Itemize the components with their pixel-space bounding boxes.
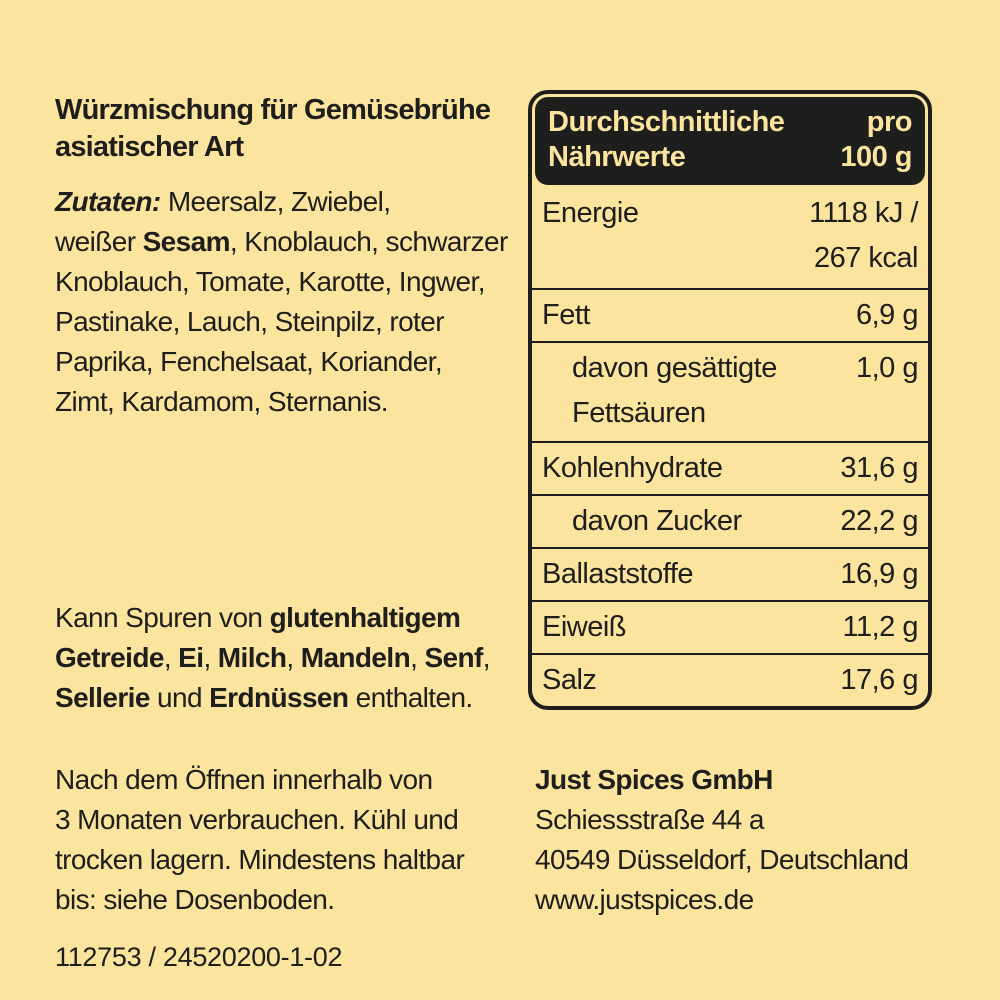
nutrition-row: davon Zucker 22,2 g: [532, 494, 928, 547]
nutrition-row: Salz 17,6 g: [532, 653, 928, 706]
nutrient-label: Kohlenhydrate: [542, 452, 723, 484]
product-title-line1: Würzmischung für Gemüsebrühe: [55, 94, 491, 126]
nutrient-value: 11,2 g: [842, 611, 919, 643]
nutrition-row: Fett 6,9 g: [532, 288, 928, 341]
nutrient-label: Ballaststoffe: [542, 558, 693, 590]
nutrient-label: Salz: [542, 664, 597, 696]
storage-instructions: Nach dem Öffnen innerhalb von 3 Monaten v…: [55, 764, 465, 915]
nutrient-value: 22,2 g: [840, 505, 918, 537]
nutrition-header: Durchschnittliche Nährwerte pro 100 g: [535, 97, 925, 185]
nutrient-value: 1,0 g: [856, 352, 919, 384]
nutrient-label: Fett: [542, 299, 590, 331]
nutrition-rows: Energie 1118 kJ /267 kcal Fett 6,9 g davon g…: [532, 188, 928, 706]
nutrient-label: Eiweiß: [542, 611, 627, 643]
nutrient-value: 6,9 g: [856, 299, 919, 331]
nutrient-value: 1118 kJ /267 kcal: [809, 197, 918, 274]
nutrition-table: Durchschnittliche Nährwerte pro 100 g En…: [528, 90, 932, 710]
nutrition-row: Energie 1118 kJ /267 kcal: [532, 188, 928, 288]
nutrient-value: 17,6 g: [840, 664, 918, 696]
nutrition-row: Ballaststoffe 16,9 g: [532, 547, 928, 600]
nutrient-value: 16,9 g: [840, 558, 918, 590]
nutrient-label: Energie: [542, 197, 639, 229]
nutrient-label: davon gesättigte Fettsäuren: [572, 352, 777, 429]
allergen-notice: Kann Spuren von glutenhaltigem Getreide, …: [55, 602, 491, 713]
nutrition-row: Kohlenhydrate 31,6 g: [532, 441, 928, 494]
product-title-line2: asiatischer Art: [55, 131, 244, 163]
batch-code: 112753 / 24520200-1-02: [55, 942, 343, 972]
ingredients-paragraph: Zutaten: Meersalz, Zwiebel, weißer Sesam,…: [55, 186, 508, 417]
product-title: Würzmischung für Gemüsebrühe asiatischer…: [55, 92, 525, 166]
nutrient-label: davon Zucker: [572, 505, 742, 537]
nutrition-header-title: Durchschnittliche Nährwerte: [548, 106, 785, 173]
nutrition-row: davon gesättigte Fettsäuren 1,0 g: [532, 341, 928, 441]
nutrition-header-per: pro 100 g: [840, 106, 912, 173]
nutrition-row: Eiweiß 11,2 g: [532, 600, 928, 653]
manufacturer-address: Just Spices GmbH Schiessstraße 44 a 40549 …: [535, 764, 909, 915]
nutrient-value: 31,6 g: [840, 452, 918, 484]
